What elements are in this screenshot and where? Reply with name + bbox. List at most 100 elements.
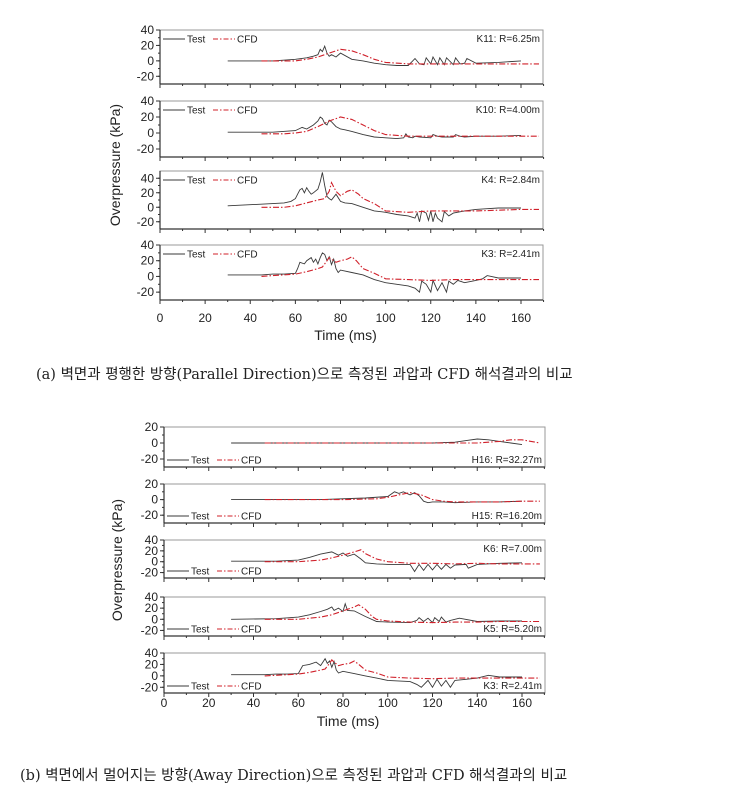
x-tick-label: 80 — [336, 696, 350, 710]
y-tick-label: -20 — [141, 680, 159, 694]
x-tick-label: 80 — [334, 311, 348, 325]
y-tick-label: 40 — [141, 238, 155, 252]
cfd-series-line — [264, 492, 540, 503]
test-series-line — [231, 491, 523, 504]
station-label: H15: R=16.20m — [472, 511, 542, 522]
svg-text:CFD: CFD — [237, 35, 258, 46]
station-label: K5: R=5.20m — [483, 624, 542, 635]
cfd-series-line — [264, 549, 540, 565]
x-tick-label: 40 — [244, 311, 258, 325]
legend: Test CFD — [163, 35, 258, 46]
subplot-3: -20 020 40 Test CFD K3: R=2.41m — [137, 238, 545, 304]
station-label: K6: R=7.00m — [483, 544, 542, 555]
y-tick-label: 0 — [151, 669, 158, 683]
y-axis-title: Overpressure (kPa) — [107, 104, 123, 226]
x-tick-label: 20 — [202, 696, 216, 710]
station-label: H16: R=32.27m — [472, 455, 542, 466]
y-tick-label: -20 — [141, 623, 159, 637]
legend: Test CFD — [163, 106, 258, 117]
svg-text:CFD: CFD — [241, 682, 262, 693]
cfd-series-line — [261, 116, 539, 137]
station-label: K4: R=2.84m — [481, 175, 540, 186]
legend: Test CFD — [163, 250, 258, 261]
x-tick-label: 160 — [512, 696, 532, 710]
y-tick-label: 0 — [147, 269, 154, 283]
y-tick-label: -20 — [137, 215, 155, 229]
y-tick-label: -20 — [137, 285, 155, 299]
svg-text:CFD: CFD — [237, 176, 258, 187]
y-tick-label: 0 — [147, 126, 154, 140]
x-tick-label: 20 — [198, 311, 212, 325]
x-tick-label: 0 — [161, 696, 168, 710]
test-series-line — [227, 44, 522, 66]
legend: Test CFD — [167, 567, 262, 578]
svg-text:CFD: CFD — [241, 625, 262, 636]
y-tick-label: 40 — [145, 533, 159, 547]
x-axis-title: Time (ms) — [314, 327, 376, 343]
figure-a-caption: (a) 벽면과 평행한 방향(Parallel Direction)으로 측정된… — [36, 367, 573, 383]
station-label: K11: R=6.25m — [477, 34, 540, 45]
y-tick-label: 20 — [145, 544, 159, 558]
svg-text:Test: Test — [187, 176, 206, 187]
test-series-line — [227, 252, 521, 294]
svg-text:Test: Test — [191, 567, 210, 578]
y-tick-label: 0 — [151, 493, 158, 507]
y-tick-label: -20 — [137, 69, 155, 83]
cfd-series-line — [261, 256, 539, 281]
y-tick-label: 20 — [141, 38, 155, 52]
y-tick-label: 0 — [151, 612, 158, 626]
x-tick-label: 120 — [421, 311, 441, 325]
svg-text:Test: Test — [191, 456, 210, 467]
station-label: K3: R=2.41m — [481, 249, 540, 260]
y-tick-label: 40 — [141, 171, 155, 185]
y-tick-label: -20 — [141, 508, 159, 522]
x-tick-label: 100 — [378, 696, 398, 710]
y-tick-label: 20 — [141, 186, 155, 200]
x-tick-label: 140 — [467, 696, 487, 710]
test-series-line — [227, 116, 522, 140]
x-tick-label: 140 — [466, 311, 486, 325]
cfd-series-line — [264, 604, 540, 624]
subplot-1: -20 0 20 40 Test CFD K10: R=4.00m — [137, 94, 545, 161]
y-tick-label: -20 — [137, 142, 155, 156]
legend: Test CFD — [167, 512, 262, 523]
station-label: K3: R=2.41m — [483, 681, 542, 692]
cfd-series-line — [264, 659, 540, 680]
y-tick-label: 40 — [141, 94, 155, 108]
svg-text:CFD: CFD — [241, 456, 262, 467]
x-tick-label: 120 — [422, 696, 442, 710]
test-series-line — [231, 551, 523, 573]
x-axis-title: Time (ms) — [317, 713, 379, 729]
x-tick-label: 60 — [289, 311, 303, 325]
legend: Test CFD — [167, 625, 262, 636]
x-tick-label: 0 — [157, 311, 164, 325]
x-tick-label: 60 — [292, 696, 306, 710]
y-tick-label: -20 — [141, 566, 159, 580]
y-tick-label: 40 — [145, 646, 159, 660]
y-tick-label: 20 — [145, 601, 159, 615]
y-tick-label: 0 — [147, 54, 154, 68]
y-tick-label: 20 — [145, 420, 159, 434]
y-tick-label: 20 — [145, 477, 159, 491]
x-tick-label: 40 — [247, 696, 261, 710]
y-tick-label: 20 — [141, 254, 155, 268]
svg-text:CFD: CFD — [241, 512, 262, 523]
figure-b-caption: (b) 벽면에서 멀어지는 방향(Away Direction)으로 측정된 과… — [20, 768, 568, 784]
station-label: K10: R=4.00m — [476, 105, 540, 116]
y-tick-label: 20 — [141, 110, 155, 124]
y-tick-label: 40 — [141, 23, 155, 37]
cfd-series-line — [261, 48, 539, 65]
svg-text:Test: Test — [191, 682, 210, 693]
svg-text:CFD: CFD — [237, 250, 258, 261]
y-tick-label: 0 — [151, 555, 158, 569]
test-series-line — [227, 172, 521, 223]
cfd-series-line — [264, 439, 540, 444]
svg-text:Test: Test — [187, 106, 206, 117]
y-tick-label: 0 — [147, 200, 154, 214]
